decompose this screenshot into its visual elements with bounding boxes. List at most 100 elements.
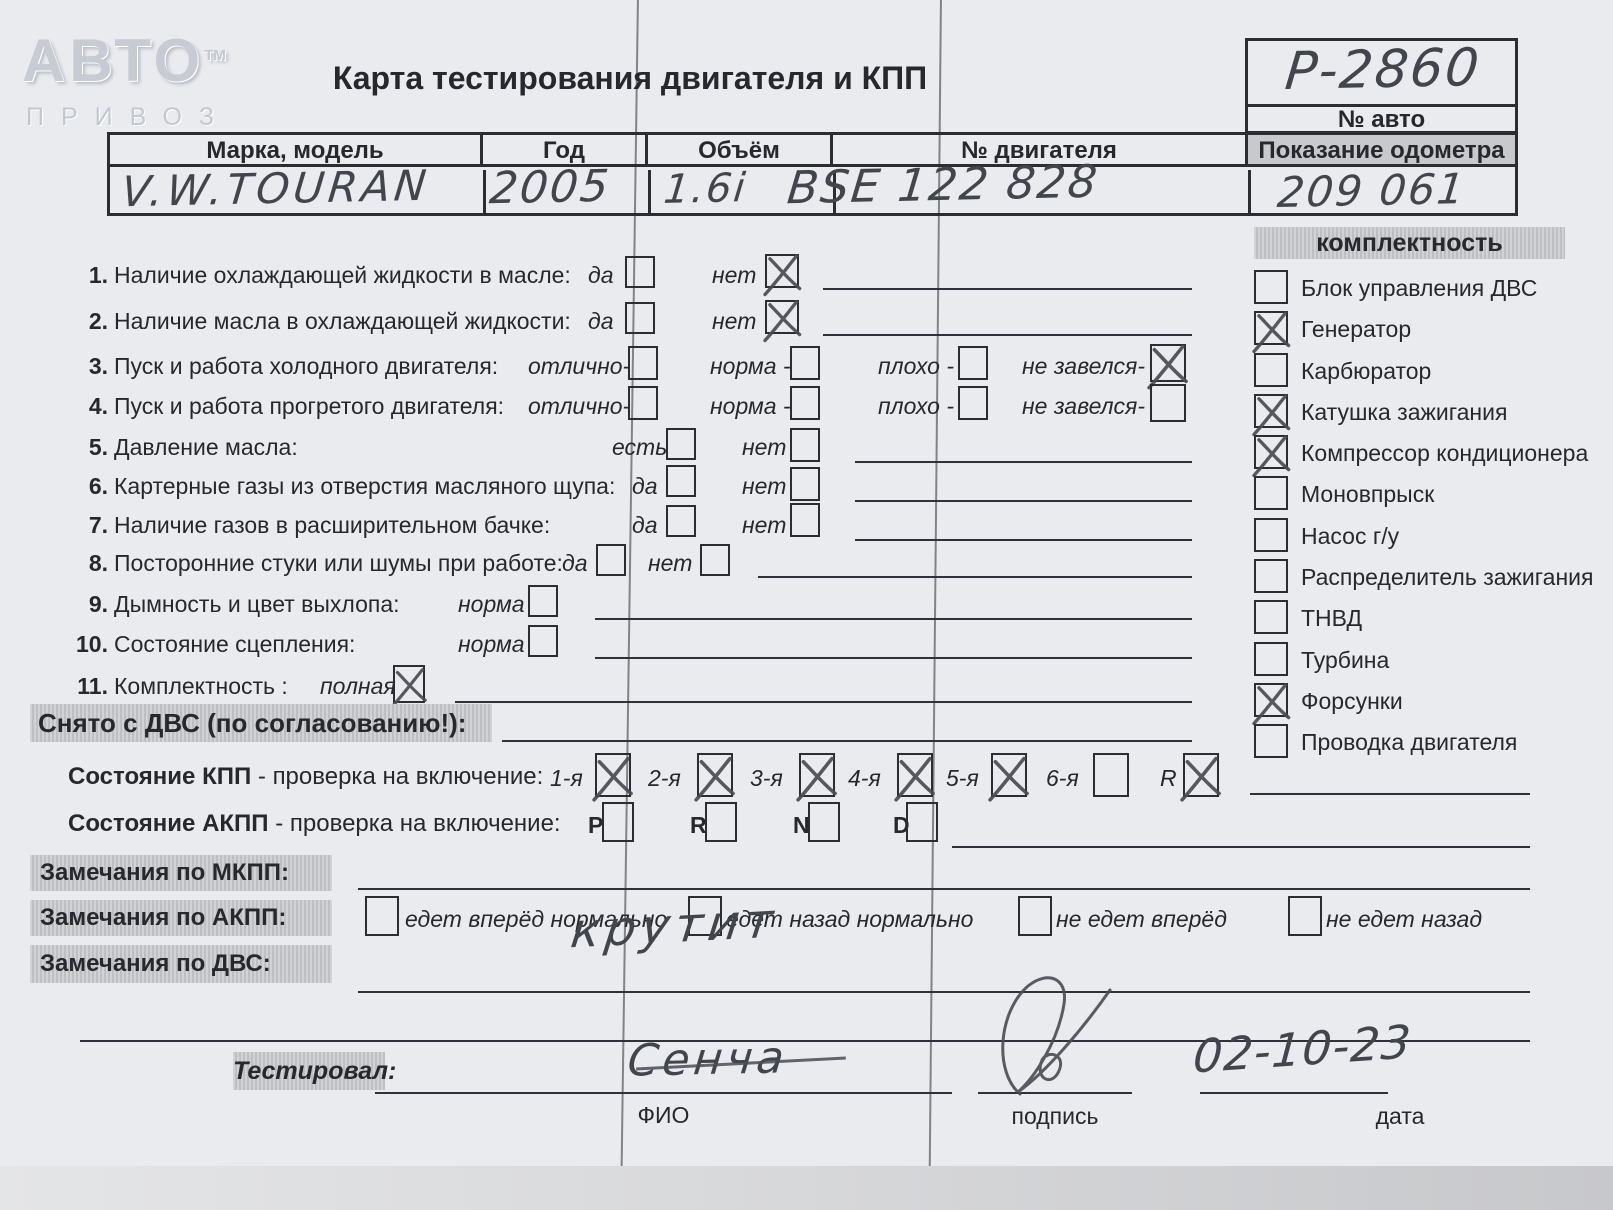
gear-label: P xyxy=(588,812,604,838)
blank-line[interactable] xyxy=(455,701,1192,704)
checkbox-gear-1[interactable] xyxy=(592,753,634,803)
checkbox-net[interactable] xyxy=(762,299,801,342)
equipment-row: Форсунки xyxy=(1251,682,1594,725)
checkbox-net[interactable] xyxy=(790,503,820,537)
checkbox-da[interactable] xyxy=(666,465,696,497)
checkbox-gear-5[interactable] xyxy=(988,753,1030,803)
checkbox-turbine[interactable] xyxy=(1254,642,1288,676)
fio-line[interactable] xyxy=(375,1092,952,1095)
checkbox-gear-2[interactable] xyxy=(694,753,736,803)
checkbox-distributor[interactable] xyxy=(1254,559,1288,593)
blank-line[interactable] xyxy=(855,500,1192,503)
checkbox-power-steering-pump[interactable] xyxy=(1254,518,1288,552)
item-label: Наличие газов в расширительном бачке: xyxy=(114,512,551,538)
blank-line[interactable] xyxy=(358,991,1530,994)
checkbox-plokho[interactable] xyxy=(958,346,988,380)
checkbox-r[interactable] xyxy=(705,802,737,842)
blank-line[interactable] xyxy=(855,461,1192,464)
checkbox-ne-zavelsya[interactable] xyxy=(1147,344,1189,390)
checkbox-plokho[interactable] xyxy=(958,386,988,420)
checkbox-gear-6[interactable] xyxy=(1093,753,1129,797)
blank-line[interactable] xyxy=(952,846,1530,849)
checkbox-da[interactable] xyxy=(596,544,626,576)
item-number: 9. xyxy=(88,591,108,617)
equipment-row: Турбина xyxy=(1254,642,1594,682)
checkbox-ecu[interactable] xyxy=(1254,270,1288,304)
separator-line xyxy=(80,1040,1530,1043)
checkbox-da[interactable] xyxy=(625,302,655,334)
gear-label: 6-я xyxy=(1046,765,1079,791)
checkbox-gear-r[interactable] xyxy=(1180,753,1222,803)
checkbox-no-backward[interactable] xyxy=(1288,896,1322,936)
item-label: Посторонние стуки или шумы при работе: xyxy=(114,550,563,576)
option-label-otlichno: отлично- xyxy=(528,353,631,379)
checkbox-net[interactable] xyxy=(790,467,820,501)
checklist-item-4: 4. Пуск и работа прогретого двигателя: о… xyxy=(0,384,1613,437)
checkbox-p[interactable] xyxy=(602,802,634,842)
handwritten-x-mark xyxy=(762,253,801,296)
checkbox-da[interactable] xyxy=(666,505,696,537)
checkbox-net[interactable] xyxy=(700,544,730,576)
checkbox-injectors[interactable] xyxy=(1251,682,1290,725)
checkbox-net[interactable] xyxy=(790,428,820,462)
blank-line[interactable] xyxy=(358,888,1530,891)
item-number: 7. xyxy=(88,512,108,538)
checkbox-norma[interactable] xyxy=(528,585,558,617)
checkbox-injection-pump[interactable] xyxy=(1254,600,1288,634)
checkbox-gear-4[interactable] xyxy=(894,753,936,803)
item-label: Состояние сцепления: xyxy=(114,631,356,657)
fio-caption: ФИО xyxy=(637,1102,690,1128)
checkbox-d[interactable] xyxy=(906,802,938,842)
checkbox-ignition-coil[interactable] xyxy=(1251,393,1290,436)
option-label-norma: норма xyxy=(458,591,525,617)
checkbox-n[interactable] xyxy=(808,802,840,842)
blank-line[interactable] xyxy=(758,576,1192,579)
date-caption: дата xyxy=(1375,1103,1425,1129)
blank-line[interactable] xyxy=(855,539,1192,542)
blank-line[interactable] xyxy=(823,288,1192,291)
blank-line[interactable] xyxy=(1250,793,1530,796)
checkbox-engine-wiring[interactable] xyxy=(1254,724,1288,758)
handwritten-tester-name: Сенча xyxy=(625,1032,791,1087)
item-label: Наличие охлаждающей жидкости в масле: xyxy=(114,262,571,288)
checkbox-ne-zavelsya[interactable] xyxy=(1150,384,1186,422)
option-label-net: нет xyxy=(712,308,757,334)
kpp-label: Состояние КПП - проверка на включение: xyxy=(68,763,544,790)
blank-line[interactable] xyxy=(502,740,1192,743)
checkbox-norma[interactable] xyxy=(790,346,820,380)
handwritten-odometer: 209 061 xyxy=(1275,164,1469,217)
equipment-row: Проводка двигателя xyxy=(1254,724,1594,764)
tested-by-label: Тестировал: xyxy=(233,1052,396,1090)
option-label-net: нет xyxy=(742,434,787,460)
checkbox-otlichno[interactable] xyxy=(628,386,658,420)
checkbox-polnaya[interactable] xyxy=(391,665,427,708)
checkbox-drives-backward[interactable] xyxy=(688,896,722,936)
checkbox-drives-forward[interactable] xyxy=(365,896,399,936)
gear-label: D xyxy=(893,812,910,838)
checkbox-generator[interactable] xyxy=(1251,310,1290,353)
checkbox-est[interactable] xyxy=(666,428,696,460)
checklist-item-2: 2. Наличие масла в охлаждающей жидкости:… xyxy=(0,299,1613,352)
blank-line[interactable] xyxy=(823,334,1192,337)
checkbox-carburetor[interactable] xyxy=(1254,353,1288,387)
checkbox-da[interactable] xyxy=(625,256,655,288)
handwritten-x-mark xyxy=(762,299,801,342)
option-label-da: да xyxy=(562,550,588,576)
auto-number-label: № авто xyxy=(1245,104,1518,134)
checkbox-otlichno[interactable] xyxy=(628,346,658,380)
akpp-remark-options: едет вперёд нормально едет назад нормаль… xyxy=(0,896,1613,940)
checkbox-norma[interactable] xyxy=(528,625,558,657)
blank-line[interactable] xyxy=(595,618,1192,621)
item-number: 8. xyxy=(88,550,108,576)
blank-line[interactable] xyxy=(595,657,1192,660)
checkbox-ac-compressor[interactable] xyxy=(1251,434,1290,477)
checkbox-monoinjection[interactable] xyxy=(1254,476,1288,510)
checkbox-norma[interactable] xyxy=(790,386,820,420)
checkbox-net[interactable] xyxy=(762,253,801,296)
checkbox-no-forward[interactable] xyxy=(1018,896,1052,936)
date-line[interactable] xyxy=(1200,1092,1388,1095)
checkbox-gear-3[interactable] xyxy=(796,753,838,803)
signature-line[interactable] xyxy=(978,1092,1132,1095)
signature xyxy=(1001,976,1112,1096)
handwritten-x-mark xyxy=(894,757,936,803)
